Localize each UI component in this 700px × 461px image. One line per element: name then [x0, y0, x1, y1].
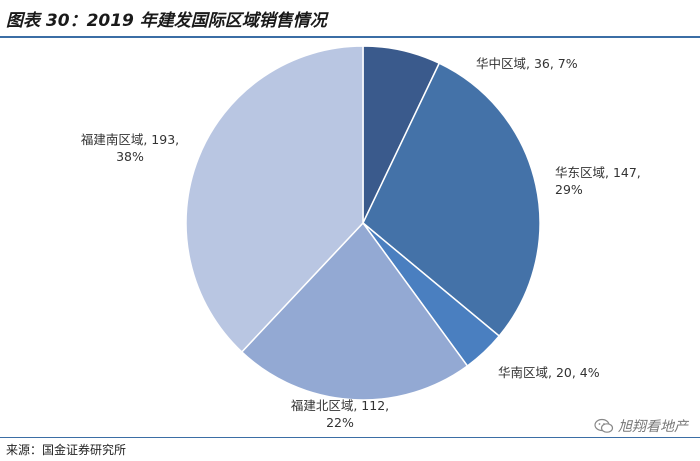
pie-slice-5 [185, 45, 364, 354]
slice-label-3: 华南区域, 20, 4% [498, 365, 600, 380]
pie-slice-4 [240, 221, 469, 401]
slice-label-4: 福建北区域, 112, 22% [291, 398, 389, 430]
pie-chart: 华中区域, 36, 7% 华东区域, 147, 29% 华南区域, 20, 4% 福建北… [81, 45, 641, 430]
footer-divider [0, 437, 700, 438]
wechat-icon [594, 418, 614, 433]
watermark: 旭翔看地产 [594, 416, 688, 436]
watermark-text: 旭翔看地产 [618, 419, 688, 435]
slice-label-1: 华中区域, 36, 7% [476, 56, 578, 71]
pie-slices [185, 45, 541, 401]
source-note: 来源：国金证券研究所 [6, 443, 127, 457]
chart-title: 图表 30：2019 年建发国际区域销售情况 [6, 11, 327, 31]
pie-slice-2 [362, 62, 541, 338]
pie-labels: 华中区域, 36, 7% 华东区域, 147, 29% 华南区域, 20, 4% 福建北… [81, 56, 641, 430]
title-bar: 图表 30：2019 年建发国际区域销售情况 [0, 0, 700, 38]
slice-label-5: 福建南区域, 193, 38% [81, 132, 179, 164]
slice-label-2: 华东区域, 147, 29% [555, 165, 641, 197]
